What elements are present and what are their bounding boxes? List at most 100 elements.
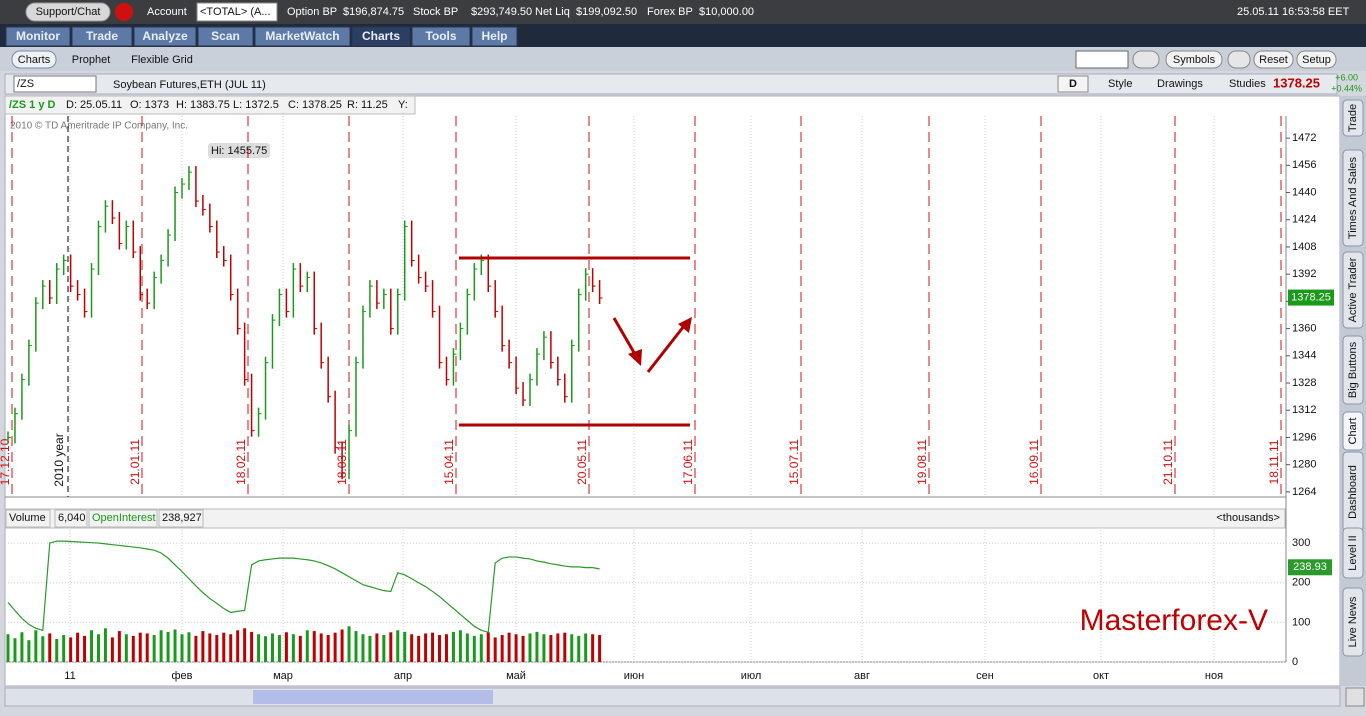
tab[interactable] [71,26,133,47]
volume-bar [563,632,567,662]
tab[interactable] [351,26,411,47]
info-field: D: 25.05.11 [66,99,122,111]
info-field: R: 11.25 [347,99,388,111]
scroll-thumb[interactable] [253,690,493,704]
y-tick-label: 1344 [1292,350,1316,362]
side-tab-label[interactable]: Level II [1347,535,1359,570]
period[interactable]: D [1069,78,1077,90]
volume-bar [145,633,149,662]
tab-label[interactable]: Trade [86,29,118,43]
side-tab[interactable] [1342,527,1364,579]
button[interactable] [1253,50,1294,69]
drawings-button[interactable]: Drawings [1157,78,1203,90]
tab[interactable] [133,26,197,47]
tab[interactable] [411,26,471,47]
volume-field-label: 238,927 [162,512,202,524]
scroll-bar[interactable] [4,687,1341,707]
sub-tab-label[interactable]: Prophet [72,54,111,66]
date-label: 19.08.11 [915,439,929,485]
volume-bar [368,635,372,662]
style-button[interactable]: Style [1108,78,1132,90]
tab-label[interactable]: Monitor [16,29,60,43]
tab-label[interactable]: Tools [425,29,456,43]
volume-bar [48,633,52,662]
side-tab-label[interactable]: Trade [1347,104,1359,132]
y-tick-label: 1264 [1292,486,1316,498]
forex-bp: $10,000.00 [699,6,754,18]
symbol-input[interactable] [13,75,97,93]
print-button[interactable] [1227,50,1251,69]
side-tab[interactable] [1342,335,1364,405]
tab-label[interactable]: Help [481,29,507,43]
link-button[interactable] [1132,50,1160,69]
volume-bar [117,631,121,662]
tab[interactable] [471,26,518,47]
x-tick-label: июл [741,670,762,682]
copyright: 2010 © TD Ameritrade IP Company, Inc. [10,121,188,132]
tab-label[interactable]: Scan [211,29,240,43]
button-label[interactable]: Symbols [1173,54,1216,66]
tabs: Monitor Trade Analyze Scan MarketWatch Charts… [5,26,518,47]
side-tab-label[interactable]: Live News [1347,596,1359,647]
volume-field [88,509,158,528]
option-bp: $196,874.75 [343,6,404,18]
volume-bar [354,631,358,662]
period-button[interactable] [1057,75,1089,93]
side-tab[interactable] [1342,99,1364,137]
info-field: /ZS 1 y D [9,99,56,111]
volume-bar [319,633,323,662]
tab[interactable] [254,26,351,47]
tab-label[interactable]: MarketWatch [265,29,339,43]
sub-bar [0,47,1366,71]
volume-bar [438,635,442,662]
account-value[interactable]: <TOTAL> (A... [200,6,271,18]
side-tab-label[interactable]: Active Trader [1347,257,1359,322]
button[interactable] [1296,50,1337,69]
symbol[interactable]: /ZS [17,78,34,90]
side-tab[interactable] [1342,587,1364,657]
y-tick-label: 1472 [1292,132,1316,144]
sub-tab-label[interactable]: Charts [18,54,51,66]
studies-button[interactable]: Studies [1229,78,1266,90]
volume-bar [20,632,24,662]
button-label[interactable]: Setup [1302,54,1331,66]
volume-bar [382,635,386,662]
account-select[interactable] [196,2,278,22]
tab-label[interactable]: Analyze [142,29,188,43]
volume-bar [187,632,191,662]
y-tick-label: 0 [1292,656,1298,668]
support-button[interactable] [25,2,111,22]
sub-tab-label[interactable]: Flexible Grid [131,54,193,66]
info-field: Y: [398,99,408,111]
side-tab[interactable] [1342,251,1364,329]
side-tab[interactable] [1342,411,1364,451]
scroll-right[interactable] [1345,687,1365,707]
tab-label[interactable]: Charts [362,29,400,43]
y-tick-label: 1408 [1292,241,1316,253]
support-label[interactable]: Support/Chat [36,6,101,18]
box[interactable] [1075,50,1129,69]
volume-bar [257,634,261,662]
sub-tab[interactable] [11,50,57,69]
button[interactable] [1165,50,1223,69]
tab[interactable] [197,26,254,47]
alert-icon[interactable] [115,3,133,21]
button-label[interactable]: Reset [1259,54,1288,66]
side-tab[interactable] [1342,149,1364,247]
x-tick-label: окт [1093,670,1109,682]
side-tab-label[interactable]: Dashboard [1347,465,1359,519]
side-tab-label[interactable]: Chart [1347,418,1359,445]
side-tab-label[interactable]: Times And Sales [1347,156,1359,239]
date-label: 17.12.10 [0,438,12,485]
tab[interactable] [5,26,71,47]
volume-bar [243,628,247,662]
volume-bar [528,633,532,662]
volume-bar [347,626,351,662]
side-tab-label[interactable]: Big Buttons [1347,341,1359,398]
volume-bar [486,632,490,662]
date-label: 21.01.11 [128,439,142,485]
y-tick-label: 1328 [1292,377,1316,389]
volume-bar [361,634,365,662]
info-field: H: 1383.75 [176,99,230,111]
volume-bar [451,631,455,662]
